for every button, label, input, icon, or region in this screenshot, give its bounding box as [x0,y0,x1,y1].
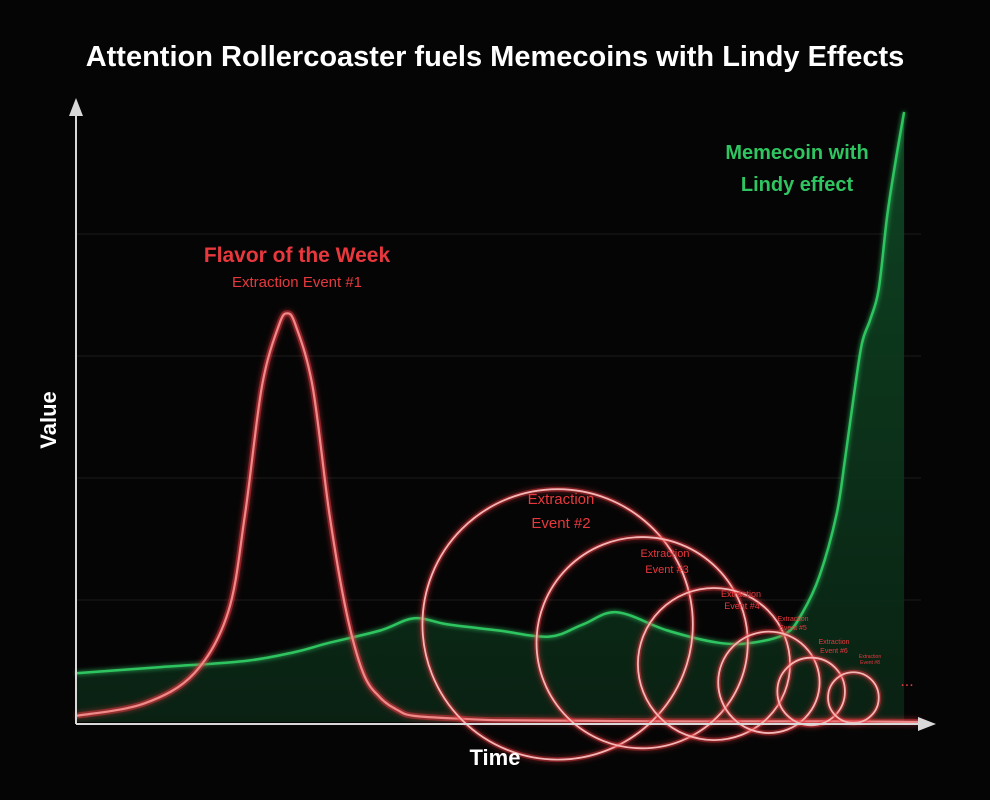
flavor-layer [75,310,922,725]
more-events-ellipsis: ... [900,673,913,690]
extraction-circle-7 [827,671,880,724]
event6-label-line1: Extraction [818,639,849,646]
y-axis-arrow-icon [69,98,83,116]
x-axis-label: Time [470,745,521,770]
grid [76,233,921,601]
event6-label-line2: Event #6 [820,648,848,655]
lindy-line-layer [75,111,906,675]
event3-label-line2: Event #3 [645,564,688,576]
extraction-circle-2 [421,488,694,761]
event5-label-line2: Event #5 [779,625,807,632]
event5-label-line1: Extraction [777,616,808,623]
extraction-circle-5 [717,630,821,734]
flavor-series-line [75,312,922,724]
event2-label-line1: Extraction [528,491,595,508]
event8-label-line1: Extraction [859,654,881,660]
flavor-subtitle: Extraction Event #1 [232,274,362,291]
event2-label-line2: Event #2 [531,515,590,532]
x-axis-arrow-icon [918,717,936,731]
lindy-series-line [75,111,906,675]
extraction-circle-6 [776,656,846,727]
event4-label-line2: Event #4 [724,601,760,611]
event3-label-line1: Extraction [641,548,690,560]
extraction-circles [419,486,882,763]
lindy-label-line1: Memecoin with [725,142,868,164]
y-axis-label: Value [36,391,61,448]
lindy-label-line2: Lindy effect [741,174,854,196]
chart-title: Attention Rollercoaster fuels Memecoins … [86,41,905,73]
event8-label-line2: Event #8 [860,660,880,666]
flavor-title: Flavor of the Week [204,244,391,267]
event4-label-line1: Extraction [721,589,761,599]
extraction-circle-3 [535,536,749,750]
